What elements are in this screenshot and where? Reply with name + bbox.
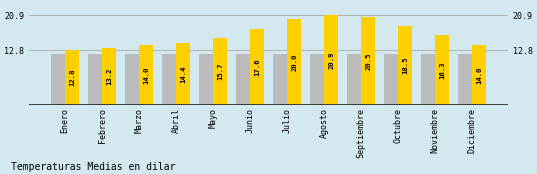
- Bar: [383, 54, 397, 105]
- Bar: [458, 54, 471, 105]
- Bar: [420, 54, 434, 105]
- Text: 20.9: 20.9: [328, 51, 334, 69]
- Bar: [66, 50, 79, 105]
- Bar: [250, 29, 264, 105]
- Text: 20.5: 20.5: [365, 52, 371, 70]
- Text: 15.7: 15.7: [217, 62, 223, 80]
- Bar: [88, 54, 102, 105]
- Bar: [361, 17, 375, 105]
- Text: 17.6: 17.6: [255, 58, 260, 76]
- Text: 12.8: 12.8: [69, 69, 75, 86]
- Bar: [287, 19, 301, 105]
- Text: 18.5: 18.5: [402, 57, 408, 74]
- Text: 13.2: 13.2: [106, 68, 112, 85]
- Bar: [236, 54, 250, 105]
- Bar: [125, 54, 139, 105]
- Text: 14.4: 14.4: [180, 65, 186, 83]
- Bar: [273, 54, 287, 105]
- Bar: [176, 43, 191, 105]
- Bar: [435, 35, 449, 105]
- Bar: [162, 54, 176, 105]
- Bar: [472, 45, 486, 105]
- Bar: [103, 48, 117, 105]
- Bar: [398, 26, 412, 105]
- Text: 14.0: 14.0: [476, 66, 482, 84]
- Bar: [346, 54, 361, 105]
- Bar: [324, 15, 338, 105]
- Bar: [213, 38, 227, 105]
- Bar: [140, 45, 154, 105]
- Bar: [51, 54, 65, 105]
- Bar: [199, 54, 213, 105]
- Bar: [310, 54, 324, 105]
- Text: Temperaturas Medias en dilar: Temperaturas Medias en dilar: [11, 162, 175, 172]
- Text: 20.0: 20.0: [291, 53, 297, 71]
- Text: 14.0: 14.0: [143, 66, 149, 84]
- Text: 16.3: 16.3: [439, 61, 445, 79]
